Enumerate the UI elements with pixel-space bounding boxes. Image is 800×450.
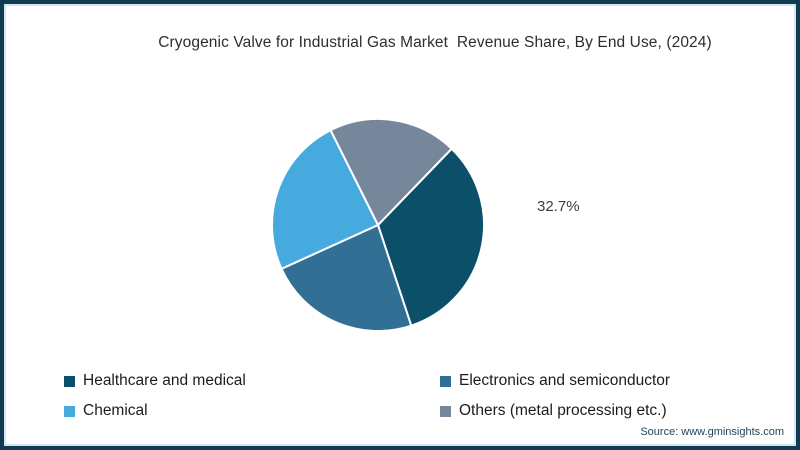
pie-slice-1	[280, 224, 413, 332]
pie-chart	[271, 118, 485, 332]
legend-item-electronics: Electronics and semiconductor	[440, 372, 670, 390]
legend-label-others: Others (metal processing etc.)	[459, 402, 667, 419]
legend-swatch-electronics	[440, 375, 451, 387]
pie-slice-3	[329, 118, 453, 226]
pie-slice-value-label: 32.7%	[537, 198, 580, 215]
legend-label-chemical: Chemical	[83, 402, 148, 419]
legend-swatch-healthcare	[64, 375, 75, 387]
pie-slice-0	[377, 147, 485, 327]
legend-swatch-chemical	[64, 405, 75, 417]
source-attribution: Source: www.gminsights.com	[640, 426, 784, 438]
legend-label-electronics: Electronics and semiconductor	[459, 372, 671, 389]
legend-item-chemical: Chemical	[64, 402, 148, 420]
legend-label-healthcare: Healthcare and medical	[83, 372, 246, 389]
pie-slice-2	[271, 129, 379, 270]
legend-swatch-others	[440, 405, 451, 417]
legend-item-others: Others (metal processing etc.)	[440, 402, 667, 420]
chart-title: Cryogenic Valve for Industrial Gas Marke…	[158, 34, 712, 51]
legend-item-healthcare: Healthcare and medical	[64, 372, 246, 390]
